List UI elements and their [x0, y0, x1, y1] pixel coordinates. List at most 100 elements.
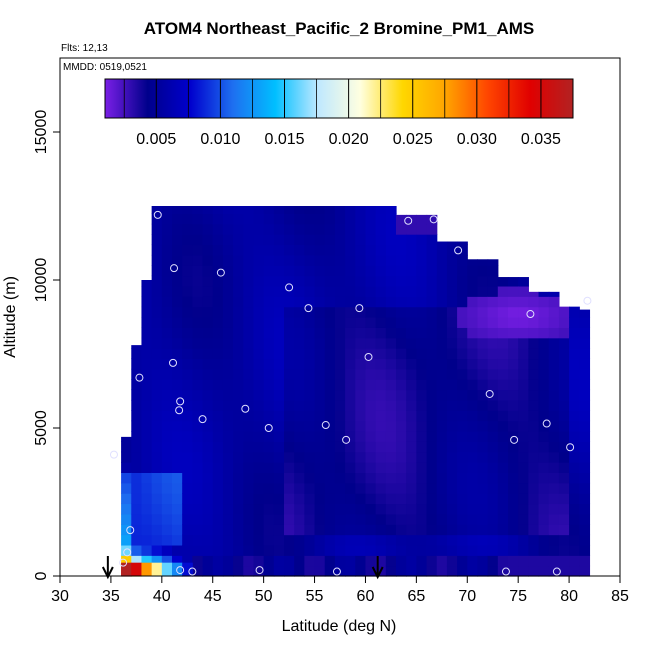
heatmap-cell	[314, 399, 326, 411]
heatmap-cell	[284, 462, 295, 473]
heatmap-cell	[131, 534, 143, 546]
heatmap-cell	[263, 410, 275, 422]
heatmap-cell	[222, 337, 234, 349]
heatmap-cell	[497, 565, 509, 577]
heatmap-cell	[569, 389, 580, 401]
heatmap-cell	[579, 379, 591, 391]
heatmap-cell	[355, 503, 367, 515]
heatmap-cell	[345, 503, 356, 515]
heatmap-cell	[396, 441, 407, 453]
heatmap-cell	[375, 254, 387, 266]
heatmap-cell	[558, 379, 570, 391]
heatmap-cell	[243, 503, 255, 515]
heatmap-cell	[436, 306, 448, 318]
heatmap-cell	[416, 317, 428, 328]
heatmap-cell	[131, 410, 143, 422]
heatmap-cell	[284, 213, 295, 225]
heatmap-cell	[518, 555, 529, 567]
heatmap-cell	[314, 420, 326, 432]
heatmap-cell	[294, 348, 305, 360]
heatmap-cell	[182, 244, 193, 256]
heatmap-cell	[324, 555, 336, 567]
heatmap-cell	[436, 451, 448, 463]
heatmap-cell	[579, 399, 591, 411]
heatmap-cell	[345, 306, 356, 318]
observation-marker	[176, 566, 185, 575]
heatmap-cell	[538, 441, 550, 453]
heatmap-cell	[253, 379, 265, 391]
heatmap-cell	[304, 206, 316, 214]
heatmap-cell	[294, 555, 305, 567]
heatmap-cell	[355, 462, 367, 473]
heatmap-cell	[446, 275, 458, 287]
heatmap-cell	[355, 254, 367, 266]
heatmap-cell	[233, 275, 244, 287]
heatmap-cell	[477, 420, 489, 432]
heatmap-cell	[161, 317, 173, 328]
heatmap-cell	[508, 524, 519, 536]
heatmap-cell	[233, 265, 244, 277]
heatmap-cell	[396, 337, 407, 349]
heatmap-cell	[253, 296, 265, 308]
heatmap-cell	[406, 285, 417, 297]
heatmap-cell	[497, 317, 509, 328]
heatmap-cell	[233, 358, 244, 370]
heatmap-cell	[528, 410, 540, 422]
heatmap-cell	[436, 244, 448, 256]
heatmap-cell	[518, 513, 529, 525]
heatmap-cell	[192, 379, 204, 391]
heatmap-cell	[131, 544, 143, 556]
heatmap-cell	[141, 513, 153, 525]
heatmap-cell	[151, 472, 163, 484]
heatmap-cell	[233, 254, 244, 266]
heatmap-cell	[518, 337, 529, 349]
heatmap-cell	[151, 213, 163, 225]
heatmap-cell	[365, 513, 377, 525]
heatmap-cell	[467, 259, 479, 266]
heatmap-cell	[314, 555, 326, 567]
heatmap-cell	[131, 430, 143, 442]
heatmap-cell	[355, 234, 367, 246]
heatmap-cell	[243, 389, 255, 401]
heatmap-cell	[426, 368, 438, 380]
heatmap-cell	[334, 327, 346, 339]
heatmap-cell	[457, 399, 468, 411]
heatmap-cell	[294, 544, 305, 556]
heatmap-cell	[528, 493, 540, 505]
heatmap-cell	[131, 524, 143, 536]
heatmap-cell	[192, 399, 204, 411]
heatmap-cell	[396, 524, 407, 536]
heatmap-cell	[416, 441, 428, 453]
colorbar-tick-label: 0.025	[393, 131, 433, 148]
heatmap-cell	[172, 430, 183, 442]
heatmap-cell	[477, 524, 489, 536]
heatmap-cell	[192, 348, 204, 360]
heatmap-cell	[345, 513, 356, 525]
heatmap-cell	[375, 223, 387, 235]
heatmap-cell	[436, 524, 448, 536]
heatmap-cell	[253, 410, 265, 422]
heatmap-cell	[467, 493, 479, 505]
heatmap-cell	[324, 430, 336, 442]
heatmap-cell	[375, 410, 387, 422]
heatmap-cell	[314, 410, 326, 422]
heatmap-cell	[436, 379, 448, 391]
heatmap-cell	[314, 358, 326, 370]
heatmap-cell	[284, 524, 295, 536]
heatmap-cell	[263, 420, 275, 432]
heatmap-cell	[192, 296, 204, 308]
heatmap-cell	[182, 451, 193, 463]
heatmap-cell	[457, 451, 468, 463]
heatmap-cell	[385, 430, 397, 442]
heatmap-cell	[457, 275, 468, 287]
heatmap-cell	[355, 555, 367, 567]
heatmap-cell	[324, 358, 336, 370]
heatmap-cell	[161, 254, 173, 266]
heatmap-cell	[579, 482, 591, 494]
heatmap-cell	[233, 544, 244, 556]
y-axis-label: Altitude (m)	[2, 276, 19, 358]
heatmap-cell	[548, 358, 560, 370]
heatmap-cell	[558, 317, 570, 328]
heatmap-cell	[569, 462, 580, 473]
heatmap-cell	[477, 544, 489, 556]
